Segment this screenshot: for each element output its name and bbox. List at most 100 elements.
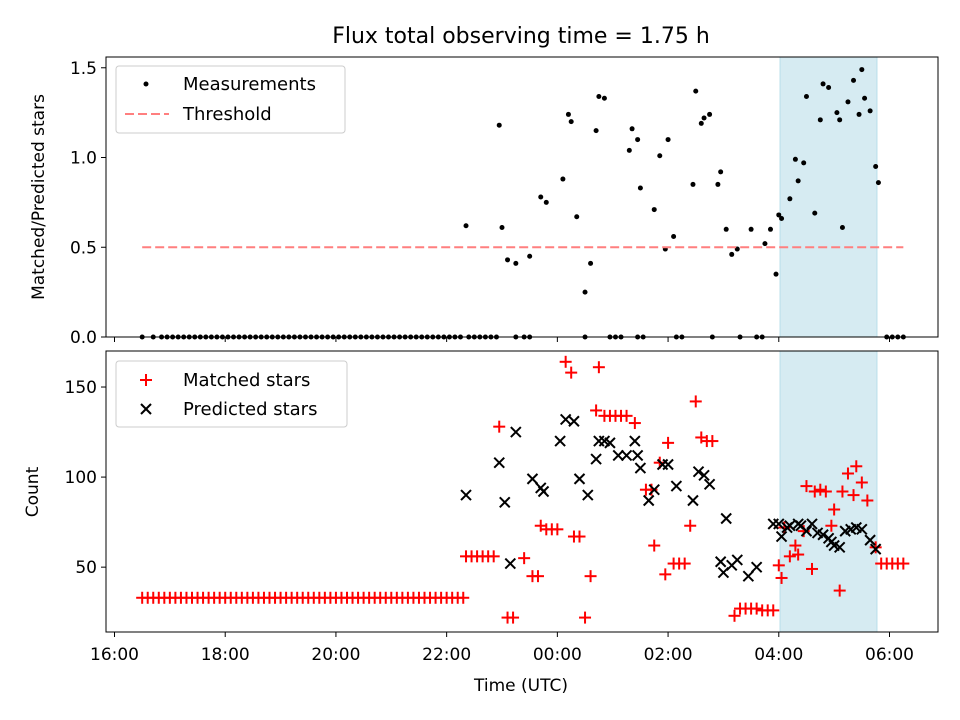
predicted-stars-point [460, 489, 472, 501]
predicted-stars-point [629, 435, 641, 447]
measurements-point [698, 120, 704, 126]
measurements-point [499, 225, 505, 231]
matched-stars-point [833, 584, 846, 597]
matched-stars-point [861, 494, 874, 507]
measurements-point [574, 214, 580, 220]
predicted-stars-point [800, 525, 813, 537]
legend-measurements-marker [143, 81, 149, 87]
predicted-stars-point [714, 556, 727, 568]
count-plot-frame [105, 350, 939, 633]
matched-stars-point [814, 483, 827, 496]
predicted-stars-point [510, 426, 522, 438]
legend-predicted-label: Predicted stars [183, 399, 317, 420]
measurements-point [875, 180, 881, 186]
matched-stars-point [850, 460, 863, 473]
measurements-point [601, 95, 607, 101]
matched-stars-point [684, 519, 697, 532]
measurements-point [748, 226, 754, 232]
measurements-point [776, 212, 782, 218]
measurements-point [707, 111, 713, 117]
measurements-point [596, 93, 602, 99]
matched-stars-point [767, 604, 780, 617]
matched-stars-point [559, 355, 572, 368]
predicted-stars-point [582, 489, 594, 501]
matched-stars-point [836, 485, 849, 498]
predicted-stars-point [869, 543, 882, 555]
measurements-point [787, 196, 793, 202]
matched-stars-point [775, 571, 788, 584]
predicted-stars-point [593, 435, 605, 447]
measurements-point [837, 117, 843, 123]
measurements-point [527, 253, 533, 259]
ratio-y-tick-label: 1.0 [70, 149, 97, 169]
predicted-stars-point [526, 473, 539, 485]
measurements-point [820, 81, 826, 87]
measurements-point [851, 77, 857, 83]
measurements-point [690, 181, 696, 187]
measurements-point [792, 156, 798, 162]
predicted-stars-point [731, 554, 743, 566]
measurements-point [723, 226, 729, 232]
matched-stars-point [806, 562, 818, 575]
predicted-stars-point [568, 415, 580, 427]
matched-stars-point [789, 539, 802, 552]
measurements-point [767, 226, 773, 232]
predicted-stars-point [750, 561, 763, 573]
measurements-point [588, 260, 594, 266]
predicted-stars-point [648, 483, 660, 496]
predicted-stars-point [662, 458, 674, 471]
measurements-point [701, 115, 707, 121]
predicted-stars-point [612, 449, 624, 462]
predicted-stars-point [833, 541, 846, 554]
matched-stars-point [855, 476, 868, 489]
measurements-point [795, 178, 801, 184]
matched-stars-point [662, 436, 675, 449]
measurements-point [718, 169, 724, 175]
matched-stars-point [847, 489, 860, 502]
predicted-stars-point [856, 523, 868, 536]
measurements-point [867, 108, 873, 114]
matched-stars-point [819, 485, 832, 498]
predicted-stars-point [773, 518, 785, 530]
measurements-point [657, 153, 663, 159]
x-tick-label: 06:00 [865, 645, 914, 665]
measurements-point [629, 126, 635, 132]
matched-stars-point [808, 485, 821, 498]
predicted-stars-point [692, 465, 705, 478]
matched-stars-point [728, 609, 741, 622]
x-tick-label: 18:00 [201, 645, 250, 665]
count-legend-box [115, 360, 348, 428]
matched-stars-point [518, 552, 531, 565]
matched-stars-point [678, 557, 691, 570]
predicted-stars-point [493, 456, 505, 469]
x-tick-label: 16:00 [90, 645, 139, 665]
measurements-point [671, 233, 677, 239]
measurements-point [839, 225, 845, 231]
measurements-point [565, 111, 571, 117]
predicted-stars-point [559, 413, 572, 426]
predicted-stars-point [590, 453, 602, 465]
matched-stars-point [648, 539, 661, 552]
measurements-point [665, 137, 671, 143]
x-tick-label: 00:00 [533, 645, 582, 665]
measurements-point [626, 147, 632, 153]
matched-stars-point [659, 568, 672, 581]
ratio-y-tick-label: 0.5 [70, 238, 97, 258]
ratio-plot-frame [105, 56, 939, 338]
matched-stars-point [493, 420, 506, 433]
measurements-point [779, 216, 785, 222]
predicted-stars-point [642, 494, 655, 507]
measurements-point [862, 95, 868, 101]
matched-stars-point [897, 557, 910, 570]
matched-stars-point [841, 467, 854, 480]
ratio-y-tick-label: 1.5 [70, 59, 97, 79]
count-y-axis-label: Count [23, 466, 43, 517]
matched-stars-point [792, 548, 805, 561]
matched-stars-point [706, 435, 719, 448]
matched-stars-point [507, 611, 520, 624]
predicted-stars-point [499, 496, 511, 509]
measurements-point [715, 181, 721, 187]
predicted-stars-point [864, 534, 876, 546]
matched-stars-point [457, 591, 470, 604]
